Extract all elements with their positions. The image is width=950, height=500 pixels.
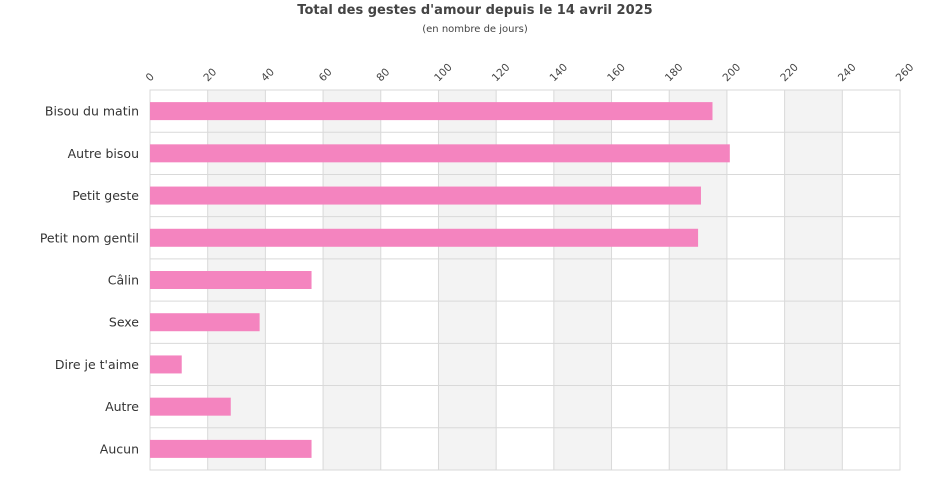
bar xyxy=(150,228,699,247)
bar xyxy=(150,102,713,121)
x-tick-label: 80 xyxy=(374,66,392,84)
x-tick-label: 240 xyxy=(836,61,859,84)
category-label: Petit geste xyxy=(72,188,139,203)
grid-band xyxy=(784,90,843,470)
category-label: Petit nom gentil xyxy=(40,230,139,245)
bar xyxy=(150,313,260,332)
bar xyxy=(150,186,701,205)
x-tick-label: 100 xyxy=(432,61,455,84)
x-tick-label: 200 xyxy=(721,61,744,84)
category-label: Autre bisou xyxy=(68,146,139,161)
bar xyxy=(150,144,730,163)
category-label: Bisou du matin xyxy=(45,104,139,119)
x-tick-label: 220 xyxy=(778,61,801,84)
bar xyxy=(150,439,312,458)
x-tick-label: 0 xyxy=(144,71,157,84)
x-tick-label: 260 xyxy=(894,61,917,84)
x-tick-label: 120 xyxy=(490,61,513,84)
bar xyxy=(150,271,312,289)
bar xyxy=(150,397,231,416)
category-label: Aucun xyxy=(100,441,139,456)
x-tick-label: 20 xyxy=(201,66,219,84)
category-label: Câlin xyxy=(108,273,139,288)
x-tick-label: 140 xyxy=(547,61,570,84)
x-tick-label: 40 xyxy=(259,66,277,84)
chart-title: Total des gestes d'amour depuis le 14 av… xyxy=(297,3,653,18)
x-tick-label: 180 xyxy=(663,61,686,84)
x-tick-label: 60 xyxy=(317,66,335,84)
bar xyxy=(150,355,182,374)
category-label: Dire je t'aime xyxy=(55,357,139,372)
category-label: Sexe xyxy=(109,315,139,330)
chart-subtitle: (en nombre de jours) xyxy=(422,24,528,35)
x-tick-label: 160 xyxy=(605,61,628,84)
category-label: Autre xyxy=(105,399,139,414)
